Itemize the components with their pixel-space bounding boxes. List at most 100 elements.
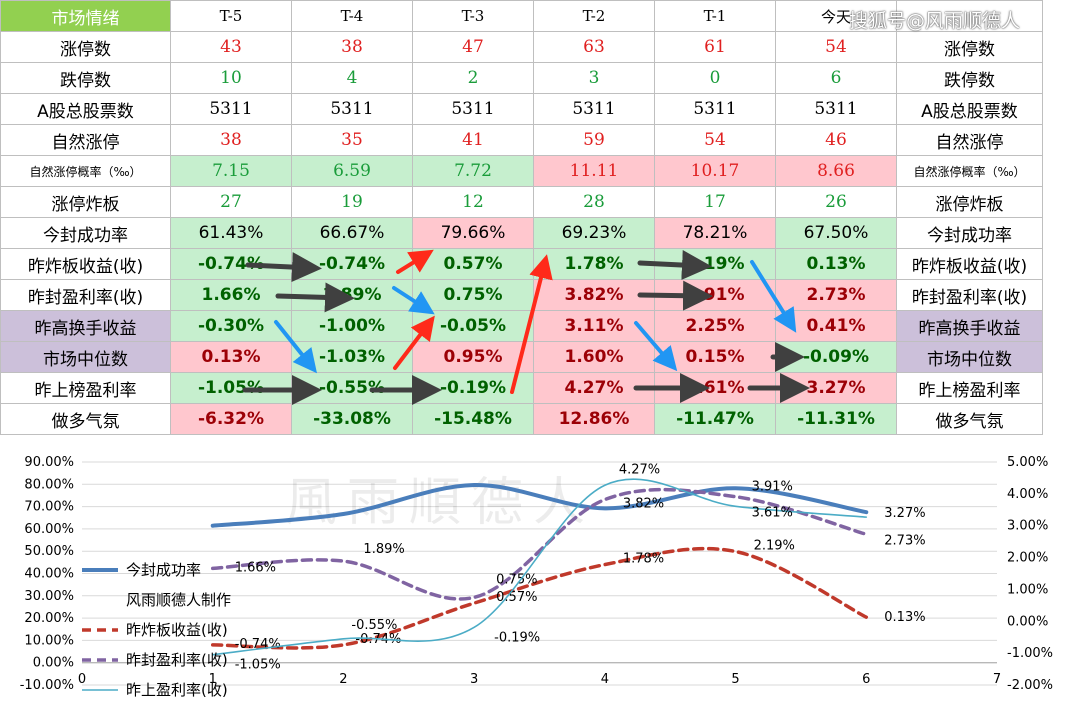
value-cell: 3	[533, 62, 655, 94]
value-cell: -0.74%	[291, 248, 413, 280]
y-right-tick-label: 1.00%	[1007, 582, 1048, 597]
value-cell: 1.78%	[533, 248, 655, 280]
row-label: A股总股票数	[0, 93, 171, 125]
column-header: T-3	[412, 0, 534, 32]
y-left-tick-label: 30.00%	[24, 589, 74, 604]
data-label: -0.19%	[494, 630, 540, 645]
value-cell: 8.66	[775, 155, 897, 187]
value-cell: 3.91%	[654, 279, 776, 311]
y-left-tick-label: 60.00%	[24, 522, 74, 537]
value-cell: 2.25%	[654, 310, 776, 342]
y-left-tick-label: -10.00%	[20, 678, 74, 693]
value-cell: 38	[170, 124, 292, 156]
x-tick-label: 7	[993, 672, 1001, 687]
legend-label: 昨炸板收益(收)	[126, 621, 228, 639]
value-cell: 2.19%	[654, 248, 776, 280]
column-header: 今天	[775, 0, 897, 32]
line-chart: -10.00%0.00%10.00%20.00%30.00%40.00%50.0…	[20, 455, 1053, 699]
y-left-tick-label: 90.00%	[24, 455, 74, 470]
legend-note: 风雨顺德人制作	[126, 591, 231, 609]
value-cell: -0.09%	[775, 341, 897, 373]
table-row: 自然涨停 38 35 41 59 54 46 自然涨停	[0, 124, 1043, 156]
value-cell: -33.08%	[291, 403, 413, 435]
value-cell: 19	[291, 186, 413, 218]
data-label: 1.66%	[235, 560, 276, 575]
value-cell: -1.03%	[291, 341, 413, 373]
row-label: 做多气氛	[0, 403, 171, 435]
value-cell: 66.67%	[291, 217, 413, 249]
value-cell: 12	[412, 186, 534, 218]
line-chart-container: -10.00% 0.00% 10.00% 20.00% 30.00% 40.00% 50.0…	[0, 440, 1065, 720]
y-right-tick-label: 0.00%	[1007, 614, 1048, 629]
value-cell: 0.13%	[170, 341, 292, 373]
table-row: 昨炸板收益(收) -0.74% -0.74% 0.57% 1.78% 2.19% 0.13%…	[0, 248, 1043, 280]
row-label: 市场中位数	[0, 341, 171, 373]
value-cell: 26	[775, 186, 897, 218]
row-label-right: 跌停数	[896, 62, 1043, 94]
value-cell: 0.75%	[412, 279, 534, 311]
value-cell: 6.59	[291, 155, 413, 187]
legend-label: 昨上盈利率(收)	[126, 681, 228, 699]
data-label: 2.73%	[884, 533, 925, 548]
row-label-right: 做多气氛	[896, 403, 1043, 435]
row-label: 涨停数	[0, 31, 171, 63]
series-line	[210, 487, 869, 601]
value-cell: 5311	[533, 93, 655, 125]
legend-label: 昨封盈利率(收)	[126, 651, 228, 669]
value-cell: 43	[170, 31, 292, 63]
y-left-tick-label: 80.00%	[24, 477, 74, 492]
value-cell: 0.13%	[775, 248, 897, 280]
data-label: 0.13%	[884, 610, 925, 625]
table-row: 涨停炸板 27 19 12 28 17 26 涨停炸板	[0, 186, 1043, 218]
value-cell: 1.66%	[170, 279, 292, 311]
value-cell: 79.66%	[412, 217, 534, 249]
table-row: 昨上榜盈利率 -1.05% -0.55% -0.19% 4.27% 3.61% 3.27% 昨…	[0, 372, 1043, 404]
chart-watermark-art: 風雨順德人	[285, 473, 595, 533]
value-cell: -0.05%	[412, 310, 534, 342]
data-label: 2.19%	[754, 539, 795, 554]
row-label: 昨炸板收益(收)	[0, 248, 171, 280]
value-cell: 35	[291, 124, 413, 156]
y-left-tick-label: 70.00%	[24, 500, 74, 515]
value-cell: 3.27%	[775, 372, 897, 404]
data-label: 3.61%	[752, 505, 793, 520]
value-cell: 2.73%	[775, 279, 897, 311]
value-cell: 61.43%	[170, 217, 292, 249]
table-row: 市场中位数 0.13% -1.03% 0.95% 1.60% 0.15% -0.09% 市场中…	[0, 341, 1043, 373]
value-cell: 12.86%	[533, 403, 655, 435]
value-cell: 2	[412, 62, 534, 94]
value-cell: 0.57%	[412, 248, 534, 280]
table-row: 昨高换手收益 -0.30% -1.00% -0.05% 3.11% 2.25% 0.41% 昨…	[0, 310, 1043, 342]
y-right-tick-label: 5.00%	[1007, 455, 1048, 470]
value-cell: 4.27%	[533, 372, 655, 404]
value-cell: 5311	[412, 93, 534, 125]
series-line	[210, 546, 869, 650]
table-row: 涨停数 43 38 47 63 61 54 涨停数	[0, 31, 1043, 63]
y-right-tick-label: 3.00%	[1007, 519, 1048, 534]
x-tick-label: 2	[339, 672, 347, 687]
x-tick-label: 6	[862, 672, 870, 687]
value-cell: 7.15	[170, 155, 292, 187]
column-header: T-1	[654, 0, 776, 32]
value-cell: 5311	[775, 93, 897, 125]
value-cell: 5311	[291, 93, 413, 125]
value-cell: 46	[775, 124, 897, 156]
value-cell: 0	[654, 62, 776, 94]
table-row: 跌停数 10 4 2 3 0 6 跌停数	[0, 62, 1043, 94]
data-label: 4.27%	[619, 462, 660, 477]
value-cell: 54	[775, 31, 897, 63]
value-cell: -15.48%	[412, 403, 534, 435]
y-left-tick-label: 0.00%	[33, 656, 74, 671]
value-cell: 6	[775, 62, 897, 94]
table-row: 自然涨停概率（‰） 7.15 6.59 7.72 11.11 10.17 8.66 自然涨停概…	[0, 155, 1043, 187]
header-spacer	[896, 0, 1043, 32]
data-label: -1.05%	[235, 658, 281, 673]
value-cell: 54	[654, 124, 776, 156]
value-cell: 3.11%	[533, 310, 655, 342]
data-label: 3.27%	[884, 506, 925, 521]
table-row: 今封成功率 61.43% 66.67% 79.66% 69.23% 78.21% 67.50…	[0, 217, 1043, 249]
row-label-right: 今封成功率	[896, 217, 1043, 249]
row-label: 昨封盈利率(收)	[0, 279, 171, 311]
data-label: -0.55%	[351, 618, 397, 633]
column-header: T-5	[170, 0, 292, 32]
